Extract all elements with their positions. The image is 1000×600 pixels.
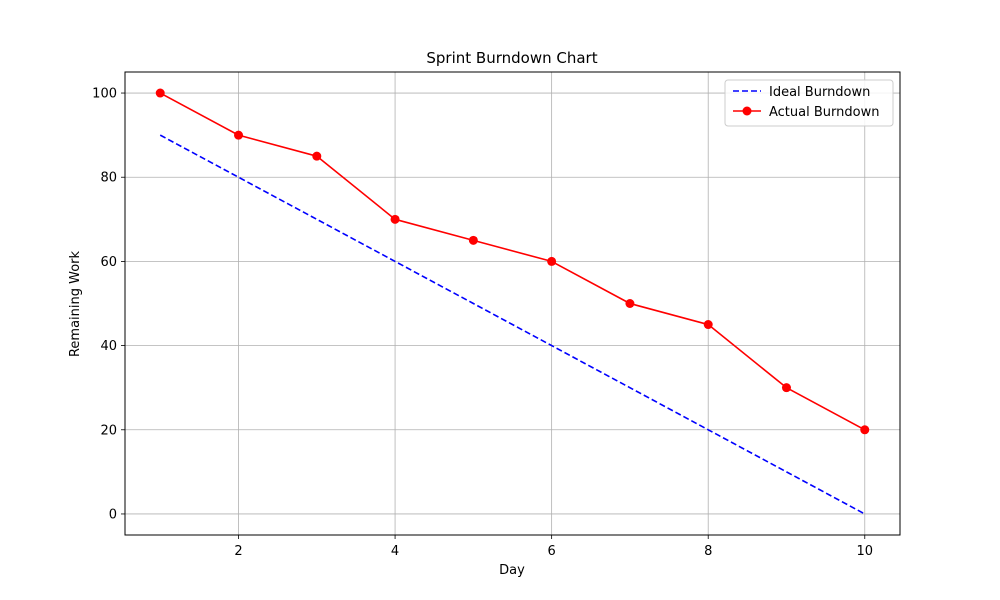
series-point-1 [312, 151, 322, 161]
legend-label-ideal: Ideal Burndown [769, 85, 870, 100]
series-point-1 [155, 88, 165, 98]
series-point-1 [860, 425, 870, 435]
y-tick-label: 60 [100, 255, 117, 270]
series-point-1 [703, 320, 713, 330]
x-tick-label: 6 [548, 544, 556, 559]
series-point-1 [234, 130, 244, 140]
series-line-1 [159, 92, 866, 431]
series-group [155, 88, 870, 515]
chart-title: Sprint Burndown Chart [426, 49, 597, 67]
x-tick-label: 2 [234, 544, 242, 559]
y-tick-label: 80 [100, 171, 117, 186]
series-line-0 [159, 134, 866, 515]
x-tick-label: 10 [856, 544, 873, 559]
series-point-1 [547, 256, 557, 266]
x-axis-label: Day [499, 563, 525, 578]
legend: Ideal Burndown Actual Burndown [724, 79, 894, 127]
y-tick-label: 40 [100, 339, 117, 354]
plot-frame [124, 71, 901, 536]
x-tick-label: 4 [391, 544, 399, 559]
y-tick-label: 0 [109, 507, 117, 522]
legend-label-actual: Actual Burndown [769, 105, 879, 120]
series-point-1 [625, 299, 635, 308]
series-point-1 [390, 214, 400, 224]
legend-marker-actual [742, 106, 752, 116]
series-point-1 [781, 383, 791, 393]
x-tick-label: 8 [704, 544, 712, 559]
y-tick-label: 20 [100, 423, 117, 438]
y-axis-label: Remaining Work [68, 250, 83, 357]
series-point-1 [468, 235, 478, 245]
legend-box [724, 79, 894, 127]
y-tick-label: 100 [92, 87, 117, 102]
